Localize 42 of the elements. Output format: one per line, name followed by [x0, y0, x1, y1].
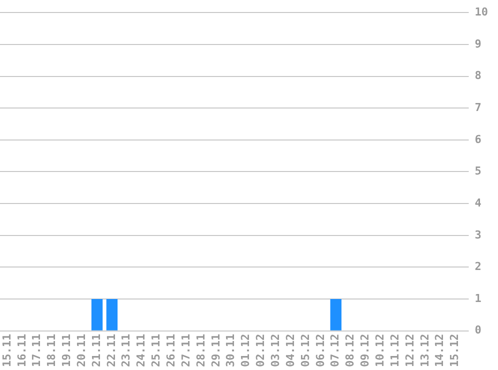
x-tick-label: 01.12	[239, 334, 252, 368]
x-tick-label: 14.12	[433, 334, 446, 368]
x-tick-label: 23.11	[120, 334, 133, 368]
x-tick-label: 10.12	[374, 334, 387, 368]
y-tick-label: 4	[474, 196, 482, 210]
y-tick-label: 7	[474, 100, 482, 114]
x-tick-label: 19.11	[60, 334, 74, 368]
x-tick-label: 15.11	[0, 334, 14, 368]
x-tick-label: 28.11	[194, 334, 208, 368]
y-tick-label: 10	[474, 5, 488, 18]
y-tick-label: 0	[474, 324, 482, 337]
x-tick-label: 08.12	[344, 334, 357, 368]
x-tick-label: 21.11	[90, 334, 103, 368]
x-tick-label: 18.11	[45, 334, 58, 368]
x-tick-label: 26.11	[164, 334, 178, 368]
x-tick-label: 07.12	[328, 334, 342, 368]
x-tick-label: 22.11	[104, 334, 118, 368]
y-tick-label: 9	[474, 37, 482, 50]
x-tick-label: 17.11	[30, 334, 44, 368]
x-tick-label: 13.12	[418, 334, 432, 368]
x-tick-label: 12.12	[403, 334, 416, 368]
y-tick-label: 3	[474, 228, 482, 242]
y-tick-label: 5	[474, 164, 482, 178]
x-tick-label: 20.11	[74, 334, 88, 368]
x-tick-label: 02.12	[254, 334, 268, 368]
y-tick-label: 6	[474, 132, 482, 146]
y-tick-label: 2	[474, 260, 482, 274]
x-tick-label: 29.11	[209, 334, 222, 368]
x-tick-label: 05.12	[298, 334, 312, 368]
x-tick-label: 15.12	[448, 334, 462, 368]
x-tick-label: 11.12	[388, 334, 402, 368]
x-tick-label: 03.12	[269, 334, 282, 368]
x-tick-label: 25.11	[150, 334, 163, 368]
x-tick-label: 09.12	[358, 334, 372, 368]
y-tick-label: 8	[474, 69, 482, 82]
x-tick-label: 06.12	[314, 334, 327, 368]
x-tick-label: 04.12	[284, 334, 297, 368]
y-tick-label: 1	[474, 292, 482, 305]
x-tick-label: 24.11	[134, 334, 148, 368]
x-tick-label: 27.11	[179, 334, 192, 368]
x-tick-label: 16.11	[15, 334, 28, 368]
x-tick-label: 30.11	[224, 334, 238, 368]
